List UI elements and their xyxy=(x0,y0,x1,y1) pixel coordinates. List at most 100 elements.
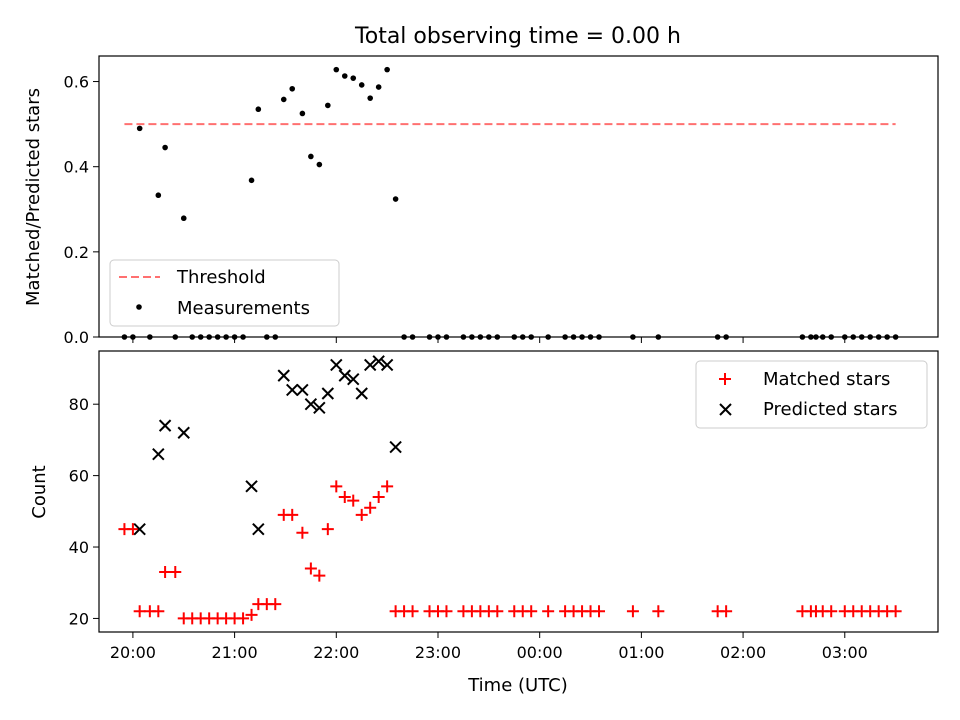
count-y-tick-label: 20 xyxy=(69,609,89,628)
predicted-stars-legend-marker xyxy=(719,403,732,416)
x-axis-label: Time (UTC) xyxy=(467,675,568,696)
measurement-point xyxy=(180,215,187,222)
matched-star-point xyxy=(338,491,351,504)
predicted-star-point xyxy=(313,401,326,414)
count-y-tick-label: 60 xyxy=(69,467,89,486)
measurement-point xyxy=(316,161,323,168)
predicted-star-point xyxy=(380,358,394,372)
ratio-plot-frame xyxy=(98,55,939,338)
threshold-legend-label: Threshold xyxy=(176,267,266,288)
matched-star-point xyxy=(245,608,258,621)
x-tick-label: 00:00 xyxy=(517,643,563,662)
predicted-star-point xyxy=(338,369,351,382)
x-tick-label: 20:00 xyxy=(110,643,156,662)
measurement-point xyxy=(325,102,331,109)
matched-star-point xyxy=(169,566,182,579)
predicted-star-point xyxy=(277,369,290,382)
matched-star-point xyxy=(347,494,360,507)
count-panel: 20:00 21:00 22:00 23:00 00:00 01:00 02:00 03:00… xyxy=(29,350,939,696)
measurements-legend-marker xyxy=(136,304,142,310)
matched-star-point xyxy=(304,562,317,575)
matched-star-point xyxy=(626,605,639,618)
measurement-point xyxy=(392,196,399,202)
measurement-point xyxy=(136,125,143,132)
measurement-point xyxy=(308,153,314,160)
matched-star-point xyxy=(330,480,343,493)
measurement-point xyxy=(155,192,162,199)
predicted-star-point xyxy=(321,387,335,400)
predicted-star-point xyxy=(296,383,309,397)
ratio-y-tick-label: 0.2 xyxy=(64,243,89,262)
measurement-point xyxy=(289,85,296,92)
count-y-axis-label: Count xyxy=(29,465,50,518)
matched-star-point xyxy=(126,523,139,536)
matched-star-point xyxy=(542,605,555,618)
predicted-star-point xyxy=(389,440,402,454)
chart-title: Total observing time = 0.00 h xyxy=(354,24,681,49)
matched-star-point xyxy=(372,491,385,504)
measurement-point xyxy=(333,66,340,73)
x-tick-label: 03:00 xyxy=(822,643,868,662)
count-legend: Matched stars Predicted stars xyxy=(695,360,928,429)
matched-star-point xyxy=(355,508,368,521)
matched-star-point xyxy=(889,605,902,618)
matched-star-point xyxy=(593,605,606,618)
matched-stars-legend-marker xyxy=(719,373,731,385)
measurement-point xyxy=(341,73,348,79)
predicted-star-point xyxy=(286,383,299,397)
measurements-legend-label: Measurements xyxy=(177,298,310,319)
measurement-point xyxy=(375,84,382,90)
measurement-point xyxy=(358,82,365,88)
matched-star-point xyxy=(133,605,146,618)
matched-star-point xyxy=(525,605,538,618)
ratio-legend-box xyxy=(109,259,340,327)
matched-star-point xyxy=(152,605,165,618)
count-y-tick-label: 80 xyxy=(69,395,89,414)
matched-star-point xyxy=(720,605,733,618)
predicted-star-point xyxy=(252,522,265,536)
measurement-point xyxy=(248,177,255,184)
ratio-y-tick-label: 0.4 xyxy=(64,158,89,177)
predicted-star-point xyxy=(152,447,165,461)
ratio-legend: Threshold Measurements xyxy=(109,259,340,327)
ratio-y-tick-label: 0.6 xyxy=(64,73,89,92)
predicted-star-point xyxy=(133,522,146,536)
matched-stars-legend-label: Matched stars xyxy=(763,369,890,390)
matched-star-point xyxy=(159,566,172,579)
ratio-y-axis-label: Matched/Predicted stars xyxy=(23,88,44,306)
matched-star-point xyxy=(269,598,282,611)
x-tick-label: 02:00 xyxy=(720,643,766,662)
matched-star-point xyxy=(440,605,453,618)
measurement-point xyxy=(162,144,168,151)
matched-star-point xyxy=(491,605,504,618)
count-y-tick-label: 40 xyxy=(69,538,89,557)
matched-star-point xyxy=(381,480,394,493)
measurement-point xyxy=(367,95,373,101)
predicted-star-point xyxy=(304,397,318,411)
measurement-point xyxy=(350,75,357,81)
predicted-star-point xyxy=(158,419,172,432)
predicted-star-point xyxy=(347,372,360,386)
predicted-star-point xyxy=(355,387,368,400)
predicted-star-point xyxy=(330,358,343,372)
predicted-stars-legend-label: Predicted stars xyxy=(763,399,897,420)
x-tick-label: 01:00 xyxy=(618,643,664,662)
measurement-point xyxy=(299,110,306,117)
measurement-point xyxy=(384,66,390,73)
matched-star-point xyxy=(286,508,299,521)
matched-star-point xyxy=(825,605,838,618)
predicted-star-point xyxy=(372,355,385,368)
count-plot-frame xyxy=(98,350,939,633)
ratio-panel: 0.0 0.2 0.4 0.6 Matched/Predicted stars Thr… xyxy=(23,55,939,347)
predicted-star-point xyxy=(177,426,190,439)
matched-star-point xyxy=(652,605,665,618)
matched-star-point xyxy=(313,569,326,582)
matched-star-point xyxy=(321,523,334,536)
x-tick-label: 23:00 xyxy=(415,643,461,662)
x-tick-label: 22:00 xyxy=(313,643,359,662)
measurement-point xyxy=(280,96,287,103)
matched-star-point xyxy=(406,605,419,618)
ratio-y-tick-label: 0.0 xyxy=(64,328,89,347)
matched-star-point xyxy=(364,501,377,514)
